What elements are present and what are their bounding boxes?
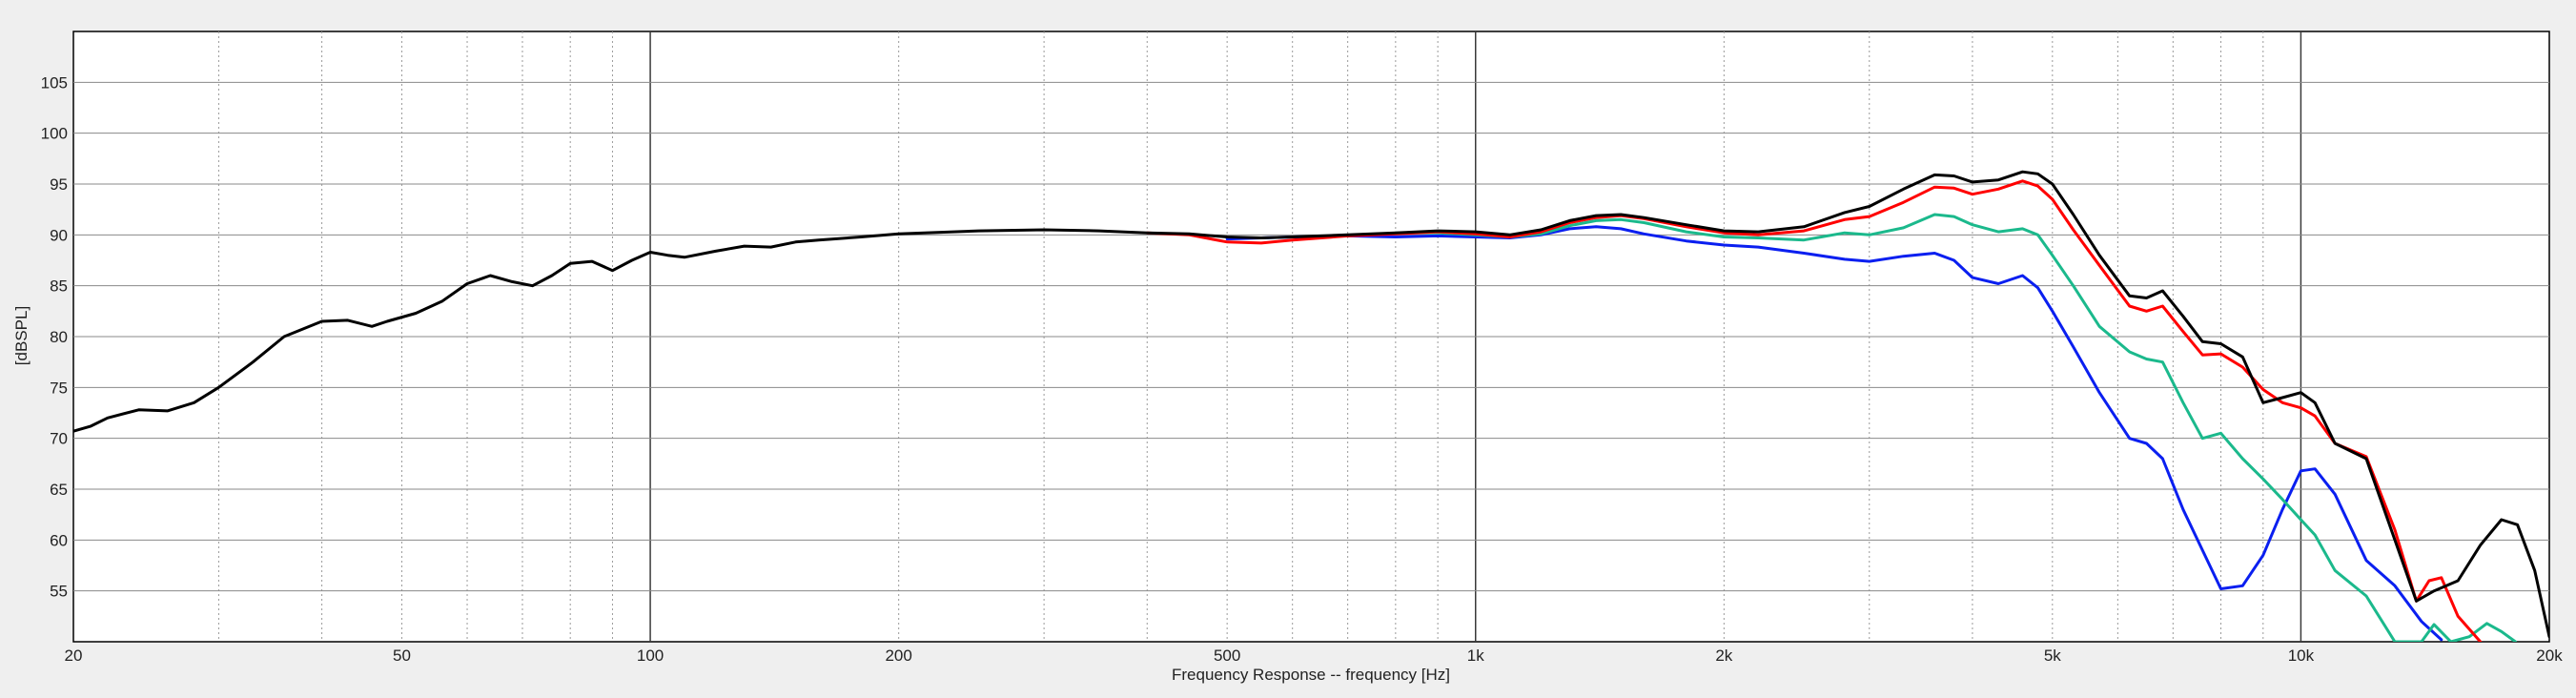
x-tick-label: 1k xyxy=(1467,647,1484,665)
x-tick-label: 5k xyxy=(2044,647,2061,665)
y-tick-label: 75 xyxy=(50,379,68,397)
y-tick-label: 95 xyxy=(50,175,68,194)
x-tick-label: 500 xyxy=(1214,647,1240,665)
series-line-2 xyxy=(1145,179,2483,642)
y-tick-label: 90 xyxy=(50,226,68,244)
y-tick-label: 70 xyxy=(50,430,68,448)
x-tick-label: 2k xyxy=(1715,647,1732,665)
series-line-1 xyxy=(73,170,2549,639)
y-tick-label: 85 xyxy=(50,277,68,296)
series-line-3 xyxy=(1394,213,2517,642)
y-tick-label: 65 xyxy=(50,481,68,499)
x-tick-label: 10k xyxy=(2288,647,2315,665)
y-tick-labels: 55 60 65 70 75 80 85 90 95 100 105 xyxy=(41,73,68,600)
x-axis-label: Frequency Response -- frequency [Hz] xyxy=(1172,666,1450,684)
x-tick-label: 50 xyxy=(393,647,411,665)
x-tick-label: 20 xyxy=(65,647,83,665)
x-tick-labels: 20 50 100 200 500 1k 2k 5k 10k 20k xyxy=(65,647,2564,665)
y-tick-label: 60 xyxy=(50,531,68,549)
x-tick-label: 20k xyxy=(2536,647,2563,665)
y-tick-label: 100 xyxy=(41,125,68,143)
y-tick-label: 105 xyxy=(41,73,68,92)
series-layer xyxy=(73,170,2549,642)
x-tick-label: 200 xyxy=(885,647,911,665)
y-axis-label: [dBSPL] xyxy=(12,306,31,365)
y-tick-label: 80 xyxy=(50,328,68,346)
y-tick-label: 55 xyxy=(50,583,68,601)
x-tick-label: 100 xyxy=(637,647,664,665)
